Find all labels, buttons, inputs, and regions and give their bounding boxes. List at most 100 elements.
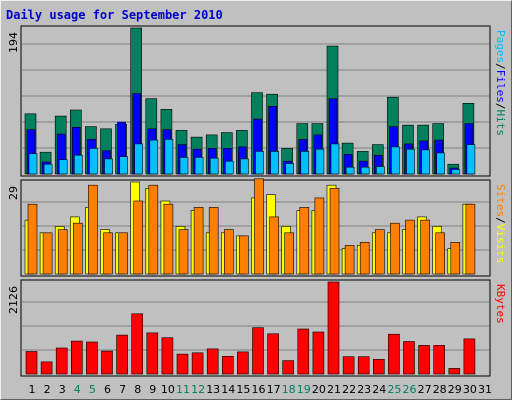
x-tick-day-3: 3 [59,383,66,396]
bar-pages-day-27 [421,149,430,175]
bar-pages-day-6 [104,158,113,175]
x-tick-day-5: 5 [89,383,96,396]
chart-title: Daily usage for September 2010 [6,8,223,22]
x-tick-day-10: 10 [161,383,175,396]
bar-pages-day-16 [255,151,264,175]
x-tick-day-28: 28 [433,383,447,396]
bar-sites-day-3 [57,229,68,275]
x-tick-day-24: 24 [372,383,386,396]
x-tick-day-1: 1 [29,383,36,396]
bar-kbytes-day-16 [252,327,264,375]
bar-pages-day-4 [74,154,83,175]
bar-pages-day-24 [375,166,385,175]
x-tick-day-11: 11 [176,383,190,396]
bar-kbytes-day-24 [372,358,385,375]
x-tick-day-26: 26 [403,383,417,396]
x-tick-day-8: 8 [134,383,141,396]
bar-kbytes-day-28 [433,345,446,375]
bar-kbytes-day-30 [463,338,476,375]
bar-pages-day-15 [240,158,249,175]
bar-sites-day-7 [118,232,128,275]
y-max-label: 2126 [7,286,20,314]
bar-kbytes-day-5 [86,341,98,375]
bar-pages-day-22 [345,166,355,175]
bar-kbytes-day-22 [342,356,355,375]
bar-kbytes-day-13 [206,348,219,375]
bar-kbytes-day-1 [25,351,38,375]
bar-sites-day-9 [148,184,159,275]
bar-sites-day-22 [344,245,355,275]
bar-pages-day-23 [360,166,370,175]
bar-kbytes-day-14 [222,355,234,375]
x-tick-labels: 1 2 3 4 5 6 7 8 9 10 11 12 13 14 15 16 17 18 19 20 21 22 23 24 2… [29,383,493,396]
x-tick-day-22: 22 [342,383,356,396]
bar-sites-day-18 [284,232,295,275]
bar-pages-day-5 [89,148,98,175]
legend: Pages/Files/Hits [494,30,507,136]
bar-sites-day-24 [374,229,385,275]
x-tick-day-25: 25 [387,383,401,396]
legends-group: Pages/Files/Hits Sites/Visits KBytes [494,30,507,324]
bar-sites-day-13 [208,207,219,275]
x-tick-day-6: 6 [104,383,111,396]
x-tick-day-20: 20 [312,383,326,396]
bar-sites-day-26 [405,219,415,275]
bars-group [24,27,476,375]
bar-sites-day-2 [42,232,53,275]
bar-sites-day-14 [224,229,234,275]
bar-kbytes-day-2 [40,361,53,375]
bar-sites-day-28 [435,232,446,275]
x-tick-day-7: 7 [119,383,126,396]
bar-pages-day-13 [209,157,219,175]
bar-pages-day-11 [179,157,189,175]
bar-sites-day-6 [103,232,113,275]
bar-sites-day-30 [465,203,476,275]
bar-kbytes-day-23 [357,356,370,375]
bar-pages-day-2 [43,163,53,175]
bar-pages-day-3 [58,159,68,175]
x-tick-day-12: 12 [191,383,205,396]
x-tick-day-2: 2 [44,383,51,396]
bar-sites-day-21 [329,188,340,275]
bar-pages-day-1 [28,153,38,175]
bar-pages-day-26 [406,148,415,175]
bar-kbytes-day-27 [418,345,430,375]
legend-files: Files [494,70,507,103]
x-tick-day-31: 31 [478,383,492,396]
bar-sites-day-11 [178,229,189,275]
bar-pages-day-19 [300,151,310,175]
bar-pages-day-14 [225,160,234,175]
x-tick-day-15: 15 [236,383,250,396]
legend-hits: Hits [494,110,507,137]
bar-kbytes-day-8 [131,313,143,375]
bar-pages-day-30 [466,144,476,175]
bar-sites-day-17 [269,216,279,275]
y-max-labels: 194 29 2126 [7,32,20,314]
bar-pages-day-12 [194,157,204,175]
legend: KBytes [494,284,507,324]
legend-visits: Visits [494,224,507,264]
bar-pages-day-29 [451,169,461,175]
y-max-label: 194 [7,32,20,53]
bar-pages-day-20 [315,148,325,175]
bar-kbytes-day-15 [237,351,249,375]
y-max-label: 29 [7,186,20,200]
legend: Sites/Visits [494,184,507,264]
x-tick-day-27: 27 [418,383,432,396]
bar-kbytes-day-26 [403,341,415,375]
bar-sites-day-15 [239,235,249,275]
bar-sites-day-12 [193,207,204,275]
bar-sites-day-4 [73,222,83,275]
bar-pages-day-17 [270,151,279,175]
bar-pages-day-25 [391,146,400,175]
bar-sites-day-16 [254,178,264,275]
bar-pages-day-8 [134,143,143,175]
bar-sites-day-20 [314,197,325,275]
bar-pages-day-7 [119,156,128,175]
bar-pages-day-10 [164,139,174,175]
x-tick-day-17: 17 [267,383,281,396]
bar-pages-day-21 [330,143,340,175]
x-tick-day-18: 18 [282,383,296,396]
x-tick-day-29: 29 [448,383,462,396]
